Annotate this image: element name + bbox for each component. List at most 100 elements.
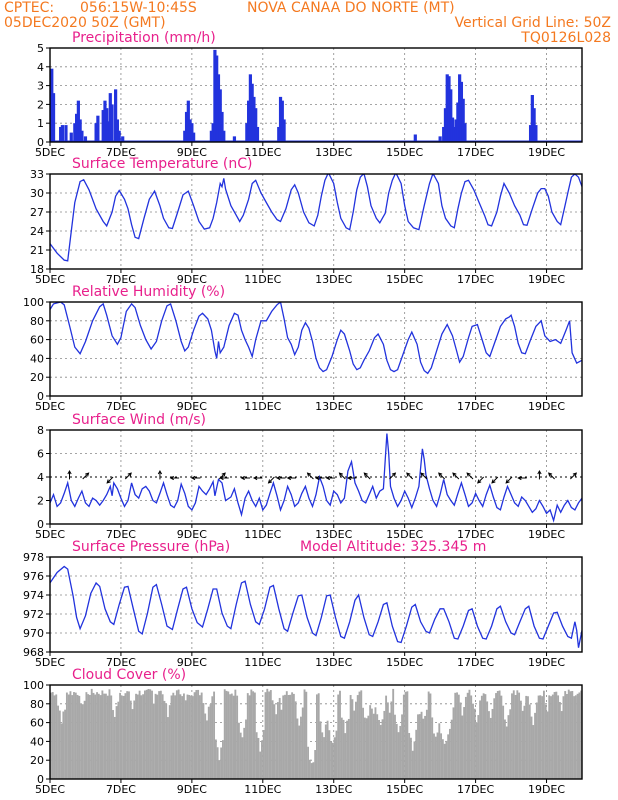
y-tick-label: 0: [37, 390, 44, 403]
cloud-column: [551, 694, 554, 779]
cloud-column: [514, 695, 517, 779]
cloud-column: [129, 700, 132, 779]
panel-title: Surface Wind (m/s): [72, 412, 206, 428]
header: CPTEC: 056:15W-10:45S NOVA CANAA DO NORT…: [4, 0, 611, 46]
precip-bar: [69, 132, 73, 142]
cloud-column: [420, 711, 423, 779]
precip-bar: [449, 89, 453, 142]
cloud-column: [69, 691, 72, 779]
plot-area: [50, 302, 582, 375]
cloud-column: [441, 739, 444, 779]
x-tick-label: 9DEC: [177, 656, 207, 669]
y-tick-label: 970: [23, 627, 44, 640]
precip-bar: [218, 89, 222, 142]
cloud-column: [502, 705, 505, 779]
cloud-column: [248, 695, 251, 779]
x-tick-label: 15DEC: [386, 273, 423, 286]
y-tick-label: 40: [30, 735, 44, 748]
precip-bar: [103, 100, 107, 142]
cloud-column: [266, 688, 269, 779]
cloud-column: [450, 719, 453, 779]
y-tick-label: 24: [30, 225, 44, 238]
precip-bar: [413, 134, 417, 142]
y-tick-label: 4: [37, 61, 44, 74]
x-tick-label: 13DEC: [315, 528, 352, 541]
cloud-column: [376, 714, 379, 779]
cloud-column: [557, 695, 560, 779]
precip-bar: [252, 96, 256, 142]
precip-bar: [106, 121, 111, 142]
x-tick-label: 5DEC: [35, 146, 65, 159]
cloud-column: [64, 709, 67, 779]
cloud-column: [71, 695, 74, 779]
x-tick-label: 15DEC: [386, 783, 423, 796]
precip-bar: [458, 74, 462, 142]
panel-6: Cloud Cover (%) 0 20 40 60 80 100 5DEC 7DEC 9DEC 1…: [23, 667, 583, 796]
cloud-column: [115, 706, 118, 779]
x-tick-label: 15DEC: [386, 400, 423, 413]
cloud-column: [486, 701, 489, 779]
precip-bar: [534, 125, 538, 142]
cloud-column: [110, 695, 113, 779]
cloud-column: [399, 725, 402, 779]
x-tick-label: 5DEC: [35, 273, 65, 286]
cloud-column: [395, 723, 398, 779]
cloud-column: [379, 724, 382, 779]
cloud-column: [418, 714, 421, 779]
cloud-column: [530, 716, 533, 779]
wind-arrow: [452, 472, 460, 480]
wind-arrow: [276, 475, 286, 481]
cloud-column: [117, 701, 120, 779]
cloud-column: [413, 741, 416, 779]
cloud-column: [225, 690, 228, 779]
cloud-column: [454, 692, 457, 779]
cloud-column: [369, 705, 372, 779]
wind-arrow: [420, 472, 428, 480]
cloud-column: [397, 732, 400, 779]
cloud-column: [85, 692, 88, 779]
x-tick-label: 11DEC: [244, 528, 281, 541]
cloud-column: [284, 694, 286, 779]
cloud-column: [360, 690, 363, 779]
cloud-column: [296, 718, 299, 779]
cloud-column: [339, 690, 341, 779]
cloud-column: [191, 696, 194, 779]
cloud-column: [204, 713, 207, 779]
cloud-column: [335, 730, 338, 779]
cloud-column: [207, 706, 210, 779]
cloud-column: [429, 693, 432, 779]
cloud-column: [138, 690, 141, 779]
wind-arrow: [286, 475, 297, 481]
wind-arrow: [537, 469, 542, 480]
cloud-column: [172, 692, 175, 779]
cloud-column: [434, 736, 437, 779]
x-tick-label: 9DEC: [177, 273, 207, 286]
cloud-column: [168, 705, 171, 779]
cloud-column: [328, 730, 331, 779]
cloud-column: [103, 693, 106, 779]
cloud-column: [555, 691, 558, 779]
precip-bar: [105, 108, 109, 142]
cloud-column: [229, 694, 231, 779]
cloud-column: [496, 691, 499, 779]
x-tick-label: 17DEC: [457, 273, 494, 286]
wind-arrow: [306, 472, 314, 480]
cloud-column: [298, 725, 301, 779]
precip-bar: [80, 130, 84, 142]
x-tick-label: 5DEC: [35, 400, 65, 413]
cloud-column: [473, 708, 476, 779]
cloud-column: [156, 694, 159, 779]
cloud-column: [411, 750, 414, 779]
cloud-column: [344, 733, 347, 779]
cloud-column: [62, 711, 65, 779]
cloud-column: [253, 692, 256, 779]
cloud-column: [220, 747, 223, 779]
panel-1: Precipitation (mm/h) 0 1 2 3 4 5 5DEC 7DEC 9DEC 11…: [35, 30, 583, 159]
cloud-column: [74, 692, 77, 779]
cloud-column: [179, 694, 182, 779]
cloud-column: [104, 693, 107, 779]
cloud-column: [558, 701, 561, 779]
header-model-id: TQ0126L028: [520, 30, 611, 46]
cloud-column: [285, 691, 288, 779]
